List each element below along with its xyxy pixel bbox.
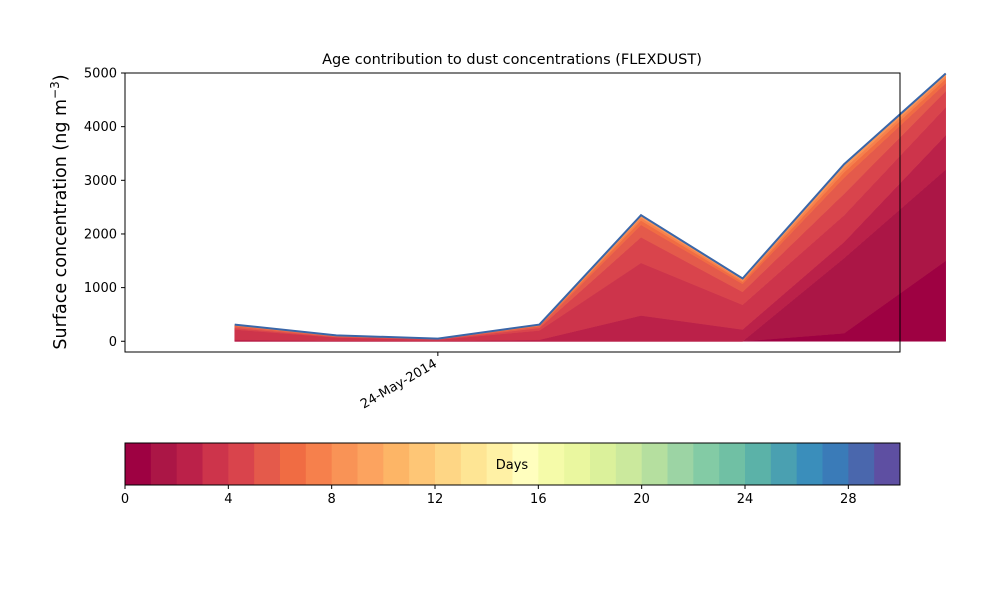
colorbar-cell: [176, 443, 203, 485]
colorbar-tick-label: 12: [427, 492, 444, 507]
y-tick-label: 1000: [84, 281, 117, 296]
colorbar-cell: [486, 443, 513, 485]
colorbar-cell: [770, 443, 798, 485]
colorbar-cell: [693, 443, 720, 485]
colorbar-cell: [409, 443, 436, 485]
plot-frame: [124, 72, 901, 353]
colorbar-cell: [202, 443, 229, 485]
colorbar-cell: [822, 443, 849, 485]
colorbar-cell: [305, 443, 333, 485]
colorbar-cell: [615, 443, 643, 485]
colorbar-cell: [796, 443, 823, 485]
colorbar-cell: [848, 443, 875, 485]
colorbar-cell: [125, 443, 152, 485]
colorbar-cell: [383, 443, 410, 485]
y-tick-label: 4000: [84, 120, 117, 135]
y-axis-label-suffix: ): [51, 74, 71, 81]
colorbar-tick-label: 0: [121, 492, 129, 507]
colorbar-cell: [719, 443, 746, 485]
colorbar-cell: [254, 443, 281, 485]
total-outline: [234, 72, 947, 340]
colorbar: 0 4 8 12 16 20 24 28 Days: [121, 442, 901, 507]
y-tick-label: 5000: [84, 67, 117, 82]
main-chart: Age contribution to dust concentrations …: [48, 52, 947, 412]
colorbar-cell: [435, 443, 462, 485]
colorbar-cell: [280, 443, 307, 485]
colorbar-tick-label: 28: [840, 492, 857, 507]
y-tick-label: 3000: [84, 174, 117, 189]
colorbar-ticks: 0 4 8 12 16 20 24 28: [121, 485, 857, 507]
chart-title: Age contribution to dust concentrations …: [322, 52, 702, 68]
colorbar-cells: [125, 443, 901, 485]
colorbar-cell: [357, 443, 384, 485]
colorbar-frame: [124, 442, 901, 486]
colorbar-cell: [667, 443, 694, 485]
colorbar-cell: [512, 443, 539, 485]
colorbar-tick-label: 16: [530, 492, 547, 507]
colorbar-cell: [590, 443, 617, 485]
colorbar-cell: [538, 443, 565, 485]
y-tick-label: 2000: [84, 227, 117, 242]
colorbar-cell: [460, 443, 488, 485]
y-axis-label-superscript: −3: [48, 81, 62, 99]
colorbar-label: Days: [496, 458, 529, 473]
colorbar-cell: [874, 443, 901, 485]
colorbar-cell: [150, 443, 178, 485]
colorbar-cell: [331, 443, 358, 485]
colorbar-cell: [641, 443, 668, 485]
colorbar-cell: [228, 443, 255, 485]
colorbar-cell: [564, 443, 591, 485]
colorbar-tick-label: 24: [737, 492, 754, 507]
colorbar-tick-label: 8: [328, 492, 336, 507]
y-tick-label: 0: [109, 335, 117, 350]
colorbar-tick-label: 4: [224, 492, 232, 507]
y-axis: 0 1000 2000 3000 4000 5000: [84, 67, 125, 350]
y-axis-label: Surface concentration (ng m−3): [48, 74, 71, 349]
colorbar-cell: [745, 443, 772, 485]
colorbar-tick-label: 20: [633, 492, 650, 507]
